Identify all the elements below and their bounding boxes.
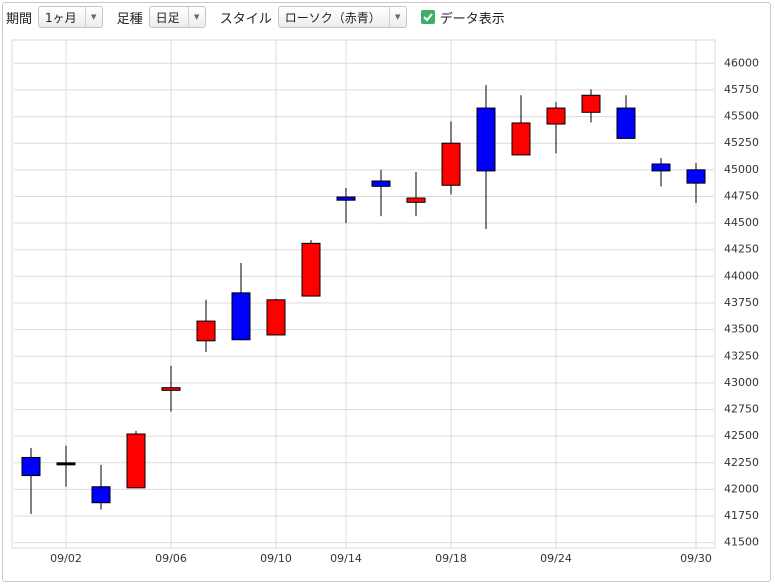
candle-body <box>161 387 181 391</box>
style-label: スタイル <box>219 11 272 27</box>
y-tick-label: 43250 <box>724 349 759 362</box>
bar-value: 日足 <box>155 10 180 25</box>
show-data-checkbox[interactable] <box>420 10 435 24</box>
y-tick-label: 45500 <box>724 110 759 123</box>
candle-body <box>441 142 461 186</box>
y-tick-label: 44000 <box>724 269 759 282</box>
period-dropdown[interactable]: 1ヶ月 ▼ <box>38 6 103 28</box>
candle-body <box>56 462 76 466</box>
show-data-label: データ表示 <box>439 11 505 27</box>
candle-body <box>511 122 531 156</box>
candle-body <box>546 107 566 125</box>
dropdown-arrow: ▼ <box>187 7 205 27</box>
candle-body <box>126 433 146 489</box>
dropdown-arrow: ▼ <box>84 7 102 27</box>
x-tick-label: 09/24 <box>540 552 572 565</box>
period-label: 期間 <box>6 11 33 27</box>
y-tick-label: 42500 <box>724 429 759 442</box>
x-tick-label: 09/02 <box>50 552 82 565</box>
y-tick-label: 41500 <box>724 536 759 549</box>
toolbar: 期間 1ヶ月 ▼ 足種 日足 ▼ スタイル ローソク（赤青） ▼ データ表示 <box>6 5 505 29</box>
candle-body <box>336 196 356 201</box>
candle-body <box>406 197 426 203</box>
y-tick-label: 42250 <box>724 456 759 469</box>
bar-dropdown[interactable]: 日足 ▼ <box>148 6 206 28</box>
candle-body <box>371 180 391 187</box>
y-tick-label: 44250 <box>724 243 759 256</box>
y-tick-label: 41750 <box>724 509 759 522</box>
x-tick-label: 09/30 <box>680 552 712 565</box>
candle-body <box>301 242 321 297</box>
check-icon <box>423 13 433 22</box>
y-tick-label: 43000 <box>724 376 759 389</box>
x-tick-label: 09/06 <box>155 552 187 565</box>
candle-body <box>196 320 216 342</box>
y-tick-label: 46000 <box>724 56 759 69</box>
y-tick-label: 42750 <box>724 403 759 416</box>
y-tick-label: 43750 <box>724 296 759 309</box>
candle-body <box>686 169 706 184</box>
y-tick-label: 43500 <box>724 323 759 336</box>
x-tick-label: 09/10 <box>260 552 292 565</box>
y-tick-label: 45750 <box>724 83 759 96</box>
y-tick-label: 45000 <box>724 163 759 176</box>
candle-body <box>581 94 601 113</box>
x-tick-label: 09/14 <box>330 552 362 565</box>
y-tick-label: 44750 <box>724 189 759 202</box>
bar-label: 足種 <box>116 11 143 27</box>
x-tick-label: 09/18 <box>435 552 467 565</box>
candle-body <box>476 107 496 172</box>
y-tick-label: 44500 <box>724 216 759 229</box>
style-dropdown[interactable]: ローソク（赤青） ▼ <box>277 6 407 28</box>
period-value: 1ヶ月 <box>45 10 77 25</box>
candle-body <box>616 107 636 139</box>
candle-body <box>266 299 286 336</box>
style-value: ローソク（赤青） <box>284 10 381 25</box>
y-tick-label: 42000 <box>724 482 759 495</box>
candle-body <box>91 486 111 504</box>
dropdown-arrow: ▼ <box>388 7 406 27</box>
y-tick-label: 45250 <box>724 136 759 149</box>
candle-body <box>21 456 41 477</box>
candle-body <box>231 292 251 341</box>
candle-body <box>651 163 671 172</box>
